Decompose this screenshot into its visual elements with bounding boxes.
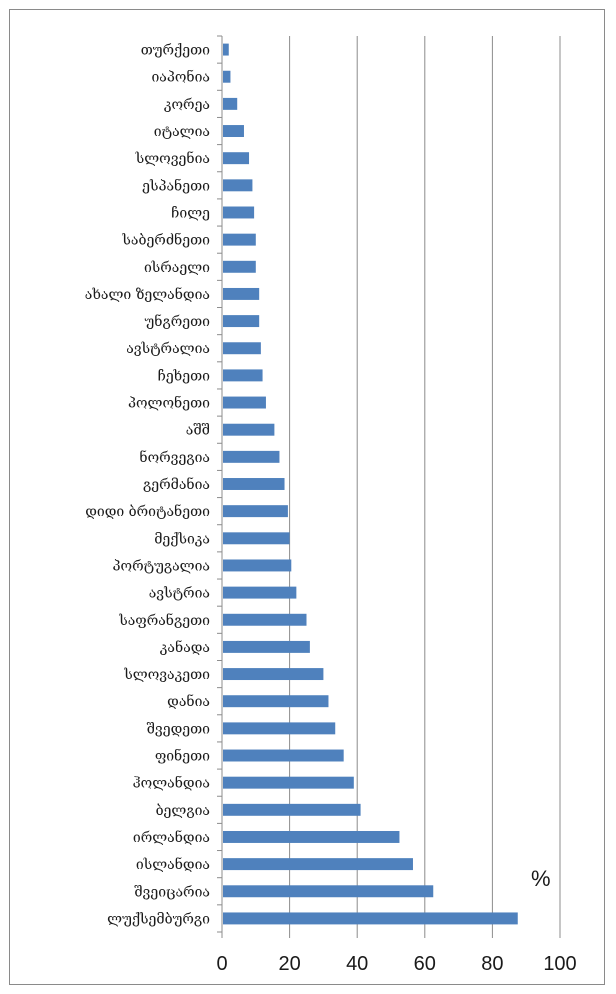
bar: [223, 613, 307, 626]
category-label: შვედეთი: [147, 720, 211, 737]
category-label: ესპანეთი: [142, 176, 210, 194]
bar: [223, 858, 413, 871]
bar: [223, 559, 292, 572]
bar: [223, 125, 244, 138]
unit-label: %: [531, 866, 551, 891]
category-label: ისრაელი: [144, 259, 210, 276]
category-label: სლოვენია: [135, 149, 210, 167]
category-label: ბელგია: [156, 802, 210, 819]
bar: [223, 830, 400, 843]
category-label: ნორვეგია: [139, 448, 210, 466]
x-tick-label: 80: [481, 953, 503, 975]
bar: [223, 885, 434, 898]
category-label: კანადა: [160, 638, 210, 656]
category-label: კორეა: [164, 96, 210, 113]
x-tick-label: 20: [278, 953, 300, 975]
category-label: სლოვაკეთი: [123, 666, 210, 683]
bar: [223, 179, 253, 192]
category-label: ფინეთი: [155, 747, 210, 765]
bar: [223, 912, 518, 925]
bar: [223, 450, 280, 463]
x-tick-label: 0: [216, 953, 227, 975]
bar: [223, 396, 266, 409]
category-label: ავსტრია: [149, 585, 210, 602]
category-label: გერმანია: [143, 475, 210, 493]
category-label: ირლანდია: [133, 828, 210, 846]
bar: [223, 260, 256, 273]
bar: [223, 722, 336, 735]
category-label: ჩეხეთი: [158, 367, 211, 384]
bar: [223, 532, 290, 545]
category-label: ჩილე: [171, 204, 210, 221]
category-label: ავსტრალია: [126, 340, 210, 357]
category-label: საფრანგეთი: [118, 611, 210, 629]
bar: [223, 342, 261, 355]
bar: [223, 369, 263, 382]
category-label: ლუქსემბურგი: [107, 910, 210, 927]
category-label: შვეიცარია: [134, 883, 210, 900]
category-label: ისლანდია: [136, 855, 210, 873]
x-tick-label: 100: [543, 953, 576, 975]
chart-frame: [9, 9, 605, 985]
bar: [223, 586, 297, 599]
bar: [223, 423, 275, 436]
category-label: ახალი ზელანდია: [85, 285, 210, 303]
category-label: დიდი ბრიტანეთი: [85, 502, 210, 520]
category-label: ჰოლანდია: [133, 774, 210, 792]
category-label: უნგრეთი: [145, 312, 211, 330]
category-label: პორტუგალია: [113, 557, 210, 574]
bar: [223, 43, 229, 56]
category-label: საბერძნეთი: [121, 231, 210, 249]
bar: [223, 695, 329, 708]
category-label: თურქეთი: [141, 42, 210, 59]
x-tick-label: 60: [414, 953, 436, 975]
bar: [223, 776, 354, 789]
bar: [223, 478, 285, 490]
bar: [223, 70, 231, 83]
category-label: დანია: [167, 692, 210, 710]
bar: [223, 749, 344, 762]
bar: [223, 668, 324, 681]
bar: [223, 287, 260, 300]
category-label: აშშ: [186, 422, 210, 439]
bar: [223, 803, 361, 816]
bar: [223, 315, 260, 328]
bar: [223, 152, 250, 165]
x-tick-label: 40: [346, 953, 368, 975]
bar: [223, 640, 310, 653]
bar: [223, 505, 288, 518]
category-label: იაპონია: [151, 68, 210, 86]
category-label: მექსიკა: [154, 530, 210, 547]
bar: [223, 206, 255, 219]
category-label: იტალია: [154, 124, 210, 140]
bar: [223, 97, 238, 110]
category-label: პოლონეთი: [128, 394, 210, 412]
bar: [223, 233, 256, 246]
